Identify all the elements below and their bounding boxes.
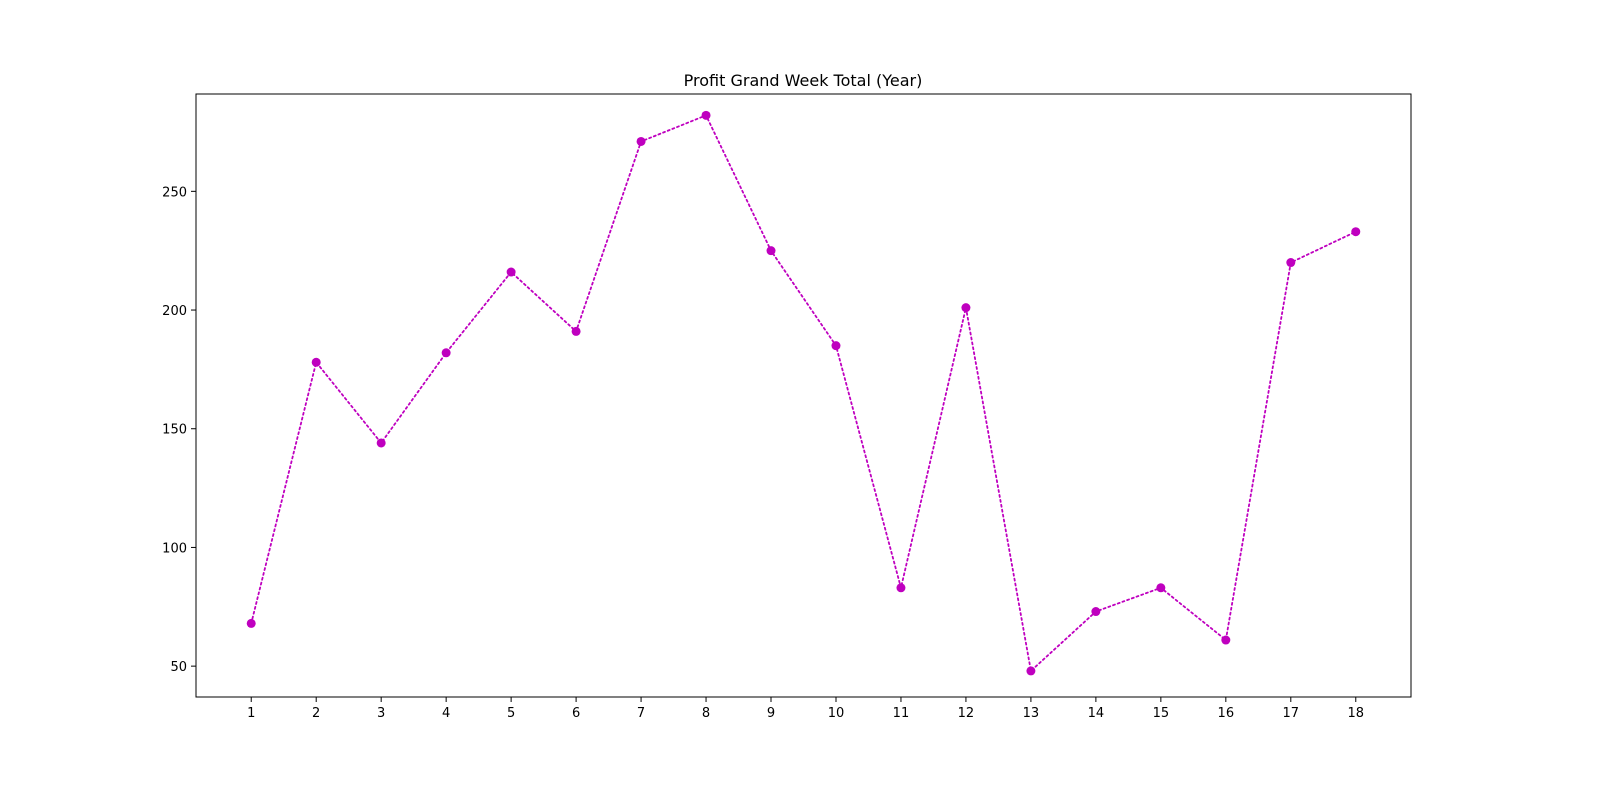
y-tick-label: 200 [162,304,187,319]
data-point [506,267,516,277]
data-point [701,110,711,120]
x-tick-label: 7 [637,706,645,721]
data-point [571,326,581,336]
data-point [441,348,451,358]
x-tick-label: 9 [767,706,775,721]
x-tick-label: 15 [1153,706,1170,721]
x-tick-label: 13 [1023,706,1040,721]
x-tick-label: 6 [572,706,580,721]
x-tick-label: 17 [1283,706,1300,721]
data-point [1221,635,1231,645]
y-tick-label: 150 [162,423,187,438]
data-point [1351,227,1361,237]
x-tick-label: 18 [1347,706,1364,721]
y-tick-label: 100 [162,541,187,556]
data-point [311,357,321,367]
data-point [246,618,256,628]
x-tick-label: 8 [702,706,710,721]
data-point [1286,258,1296,268]
x-tick-label: 2 [312,706,320,721]
x-tick-label: 5 [507,706,515,721]
data-point [376,438,386,448]
x-tick-label: 16 [1218,706,1235,721]
x-tick-label: 14 [1088,706,1105,721]
data-point [1026,666,1036,676]
chart-title: Profit Grand Week Total (Year) [684,71,923,90]
y-tick-label: 50 [170,660,187,675]
plot-area: 1 2 3 4 5 6 7 8 9 10 11 12 13 14 15 16 17 18 501001502002… [162,93,1412,721]
data-point [961,303,971,313]
x-tick-label: 4 [442,706,450,721]
series-line [250,114,1357,673]
x-tick-label: 12 [958,706,975,721]
plot-frame [195,93,1412,698]
data-point [1156,583,1166,593]
data-point [1091,607,1101,617]
y-axis: 50 100 150 200 250 [162,185,196,675]
x-tick-label: 1 [247,706,255,721]
data-point [896,583,906,593]
y-tick-label: 250 [162,185,187,200]
data-point [831,341,841,351]
data-point [636,136,646,146]
x-tick-label: 3 [377,706,385,721]
x-tick-label: 11 [893,706,910,721]
series-profit [246,110,1361,676]
x-tick-label: 10 [828,706,845,721]
data-point [766,246,776,256]
x-axis: 1 2 3 4 5 6 7 8 9 10 11 12 13 14 15 16 17 18 [247,697,1364,721]
